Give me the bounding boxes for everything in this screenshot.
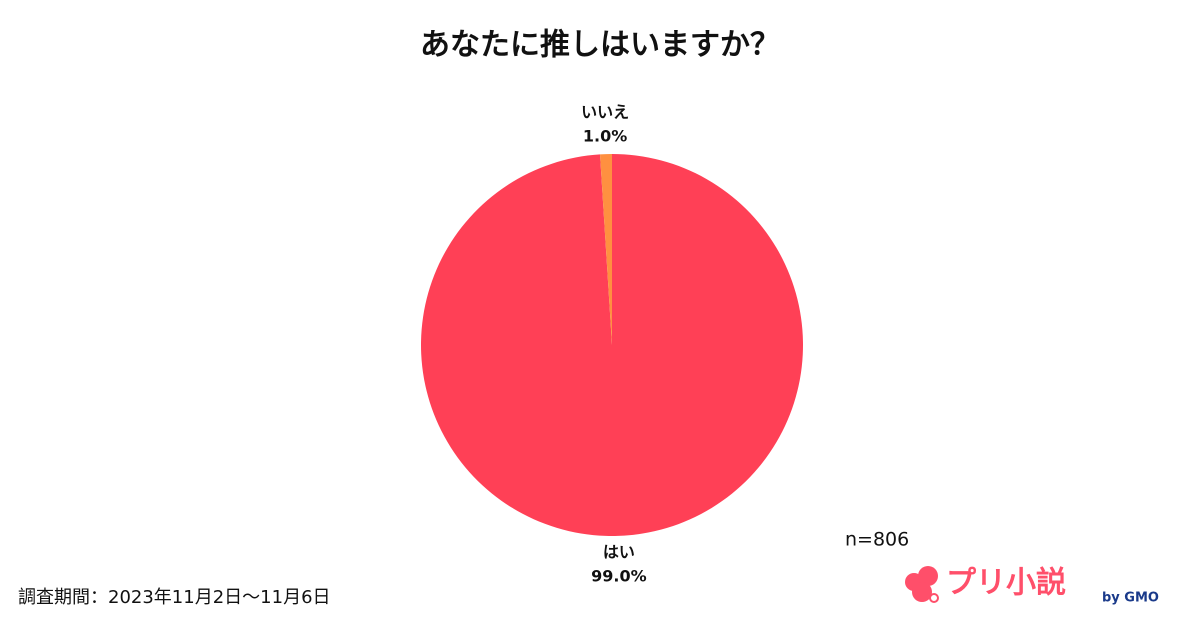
logo-text: プリ小説 — [946, 566, 1066, 601]
slice-label: いいえ — [581, 103, 629, 122]
survey-period: 調査期間：2023年11月2日〜11月6日 — [18, 587, 331, 608]
pie-slice — [420, 154, 803, 537]
logo-icon — [918, 566, 938, 586]
logo-icon — [912, 582, 932, 602]
chart-title: あなたに推しはいますか？ — [420, 28, 780, 63]
logo-icon — [929, 593, 939, 603]
logo: プリ小説 by GMO — [905, 566, 1159, 606]
slice-label: はい — [603, 542, 635, 561]
slice-value-label: 1.0% — [583, 127, 627, 146]
sample-note: n=806 — [845, 529, 909, 551]
pie-slice — [600, 154, 612, 345]
slice-value-label: 99.0% — [591, 566, 647, 585]
logo-byline: by GMO — [1102, 591, 1159, 606]
